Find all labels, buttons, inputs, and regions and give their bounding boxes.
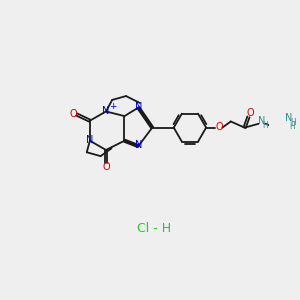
Text: N: N: [135, 140, 143, 150]
Text: O: O: [247, 108, 255, 118]
Text: O: O: [69, 109, 77, 119]
Text: N: N: [285, 113, 292, 123]
Text: O: O: [215, 122, 223, 132]
Text: N: N: [86, 135, 94, 145]
Text: H: H: [290, 118, 296, 127]
Text: N: N: [102, 106, 110, 116]
Text: H: H: [262, 121, 268, 130]
Text: N: N: [258, 116, 265, 127]
Text: O: O: [102, 162, 110, 172]
Text: H: H: [290, 122, 295, 131]
Text: N: N: [135, 102, 143, 112]
Text: Cl - H: Cl - H: [137, 222, 171, 235]
Text: +: +: [109, 102, 117, 111]
